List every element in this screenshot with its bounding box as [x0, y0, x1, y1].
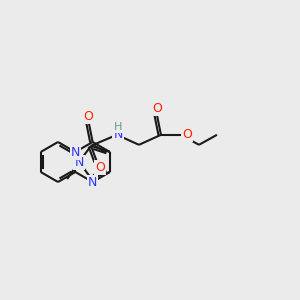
Text: N: N	[88, 176, 97, 188]
Text: N: N	[70, 146, 80, 158]
Text: O: O	[84, 110, 94, 122]
Text: O: O	[95, 161, 105, 174]
Text: H: H	[114, 122, 122, 132]
Text: N: N	[113, 128, 123, 141]
Text: O: O	[152, 102, 162, 115]
Text: N: N	[74, 155, 84, 169]
Text: O: O	[182, 128, 192, 141]
